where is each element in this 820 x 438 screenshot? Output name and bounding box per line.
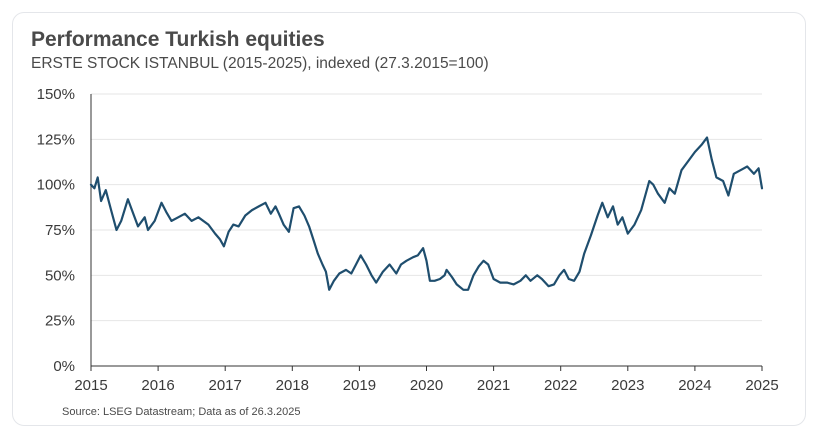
y-tick-label: 125% (37, 131, 75, 148)
y-tick-label: 75% (45, 222, 75, 239)
chart-subtitle: ERSTE STOCK ISTANBUL (2015-2025), indexe… (31, 55, 489, 72)
x-tick-label: 2019 (343, 377, 376, 394)
x-tick-label: 2018 (276, 377, 309, 394)
x-tick-label: 2025 (745, 377, 778, 394)
chart-title: Performance Turkish equities (31, 28, 325, 51)
y-tick-label: 0% (53, 358, 75, 375)
x-tick-label: 2016 (141, 377, 174, 394)
x-tick-label: 2021 (477, 377, 510, 394)
x-tick-label: 2020 (410, 377, 443, 394)
y-tick-label: 25% (45, 313, 75, 330)
x-tick-label: 2023 (611, 377, 644, 394)
y-tick-label: 50% (45, 267, 75, 284)
x-tick-label: 2022 (544, 377, 577, 394)
x-tick-label: 2024 (678, 377, 711, 394)
y-tick-label: 150% (37, 86, 75, 103)
source-note: Source: LSEG Datastream; Data as of 26.3… (62, 406, 301, 418)
series-line (89, 136, 764, 291)
x-tick-label: 2017 (209, 377, 242, 394)
x-tick-label: 2015 (74, 377, 107, 394)
y-tick-label: 100% (37, 177, 75, 194)
